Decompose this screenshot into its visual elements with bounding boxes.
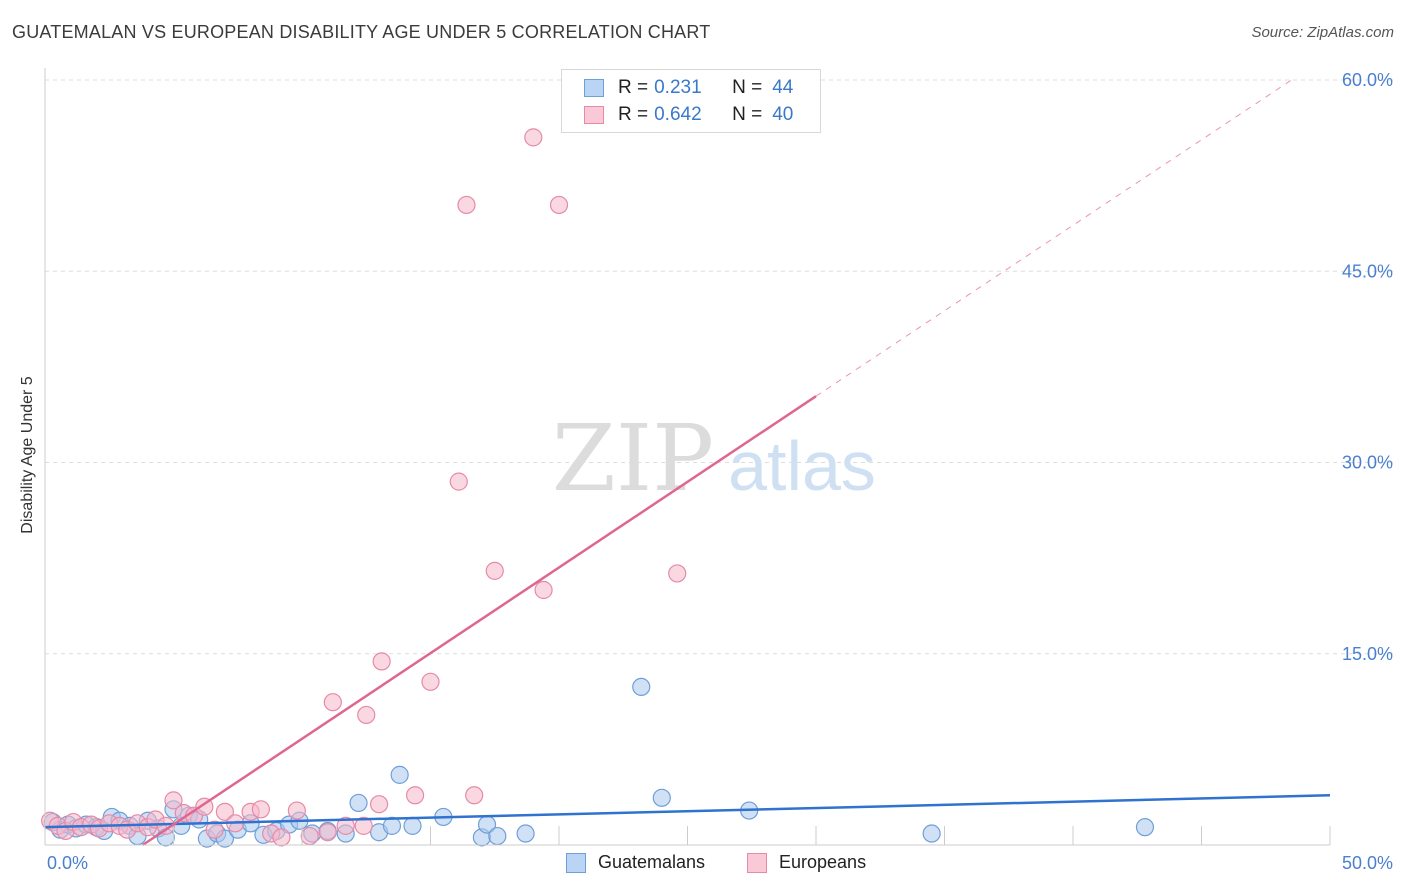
european-point [370, 795, 389, 814]
european-point [357, 705, 376, 725]
y-tick-label: 60.0% [1342, 70, 1393, 90]
chart-title: GUATEMALAN VS EUROPEAN DISABILITY AGE UN… [12, 22, 711, 42]
axes: 15.0% 30.0% 45.0% 60.0% 0.0% 50.0% [44, 68, 1393, 873]
european-point [272, 828, 291, 847]
european-point [215, 802, 234, 821]
x-tick-label-min: 0.0% [47, 853, 88, 873]
bottom-legend-label-guatemalans: Guatemalans [598, 852, 706, 872]
guatemalan-point [632, 677, 651, 697]
source-label: Source: ZipAtlas.com [1251, 24, 1394, 41]
legend-r-value: 0.642 [654, 104, 702, 125]
bottom-legend-label-europeans: Europeans [779, 852, 867, 872]
guatemalan-point [922, 824, 941, 843]
european-trendline-extension [815, 79, 1292, 397]
european-point [549, 195, 569, 215]
european-point [465, 786, 484, 805]
european-point [300, 826, 319, 846]
european-point [251, 800, 270, 819]
legend-swatch-blue [584, 79, 604, 97]
european-point [156, 816, 175, 835]
european-point [372, 652, 391, 671]
guatemalan-point [403, 816, 422, 835]
x-tick-label-max: 50.0% [1342, 853, 1393, 873]
guatemalan-point [652, 788, 671, 807]
european-point [354, 816, 373, 835]
legend-box: R = 0.231 N = 44 R = 0.642 N = 40 [561, 69, 821, 133]
guatemalan-point [488, 826, 507, 846]
legend-n-value: 40 [772, 104, 794, 125]
european-point [287, 801, 306, 820]
legend-n-label: N = [732, 77, 763, 98]
bottom-legend-swatch-blue [566, 852, 586, 873]
european-point [405, 786, 425, 805]
european-trendline [141, 395, 817, 847]
data-points [41, 128, 1155, 848]
y-tick-label: 15.0% [1342, 644, 1393, 664]
guatemalan-point [390, 765, 409, 784]
guatemalan-trendline [44, 794, 1331, 829]
legend-r-label: R = [618, 104, 649, 125]
trendlines [44, 79, 1331, 847]
watermark-atlas: atlas [728, 427, 876, 505]
watermark-zip: ZIP [552, 405, 714, 512]
bottom-legend-swatch-pink [747, 852, 767, 873]
bottom-legend-guatemalans: Guatemalans [566, 852, 705, 873]
european-point [449, 472, 468, 491]
legend-swatch-pink [584, 106, 604, 124]
european-point [164, 791, 183, 810]
y-tick-label: 30.0% [1342, 453, 1393, 473]
european-point [205, 820, 224, 839]
european-point [323, 693, 342, 712]
european-point [457, 195, 476, 215]
bottom-legend-europeans: Europeans [747, 852, 866, 873]
legend-r-label: R = [618, 77, 649, 98]
y-tick-label: 45.0% [1342, 261, 1393, 281]
european-point [524, 128, 543, 147]
european-point [421, 672, 440, 691]
european-point [336, 816, 355, 835]
legend-r-value: 0.231 [654, 77, 702, 98]
european-point [485, 561, 504, 580]
grid [45, 79, 1395, 655]
european-point [534, 580, 553, 600]
european-point [668, 564, 687, 583]
legend-n-value: 44 [772, 77, 794, 98]
guatemalan-point [1135, 818, 1155, 837]
european-point [318, 823, 337, 842]
watermark: ZIP atlas [552, 405, 876, 512]
legend-row-guatemalans: R = 0.231 N = 44 [584, 76, 793, 100]
legend-row-europeans: R = 0.642 N = 40 [584, 103, 793, 127]
legend-n-label: N = [732, 104, 763, 125]
guatemalan-point [516, 824, 535, 843]
guatemalan-point [349, 793, 368, 813]
